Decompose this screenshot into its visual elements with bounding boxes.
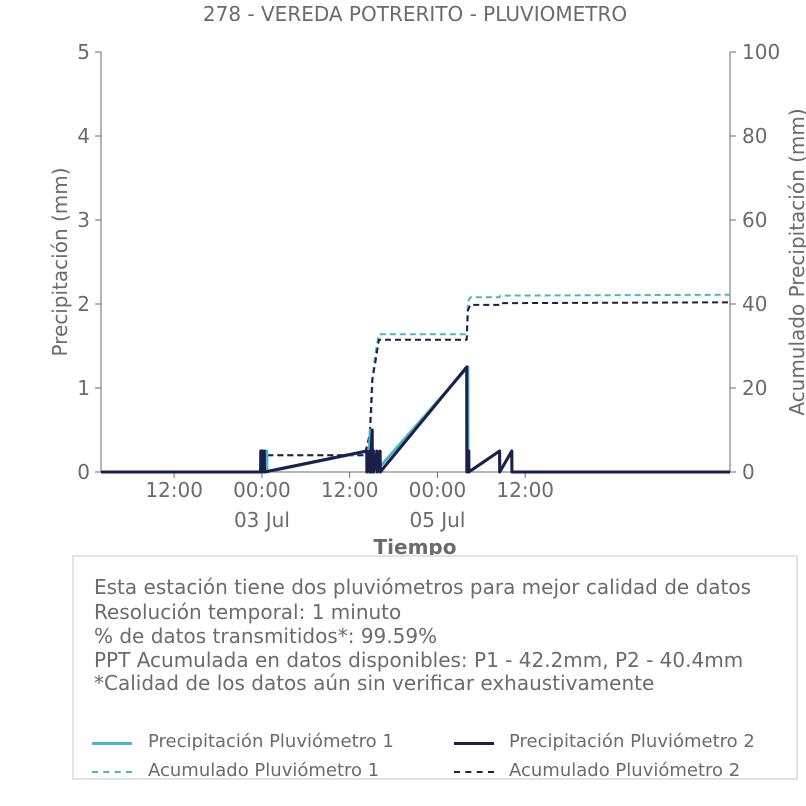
y-right-tick-label: 0 xyxy=(742,460,755,484)
legend-label-acc2[interactable]: Acumulado Pluviómetro 2 xyxy=(509,760,741,781)
info-line-quality: *Calidad de los datos aún sin verificar … xyxy=(94,671,655,695)
series-2-line xyxy=(101,365,730,474)
x-tick-label: 00:00 xyxy=(409,478,467,502)
x-tick-label: 00:00 xyxy=(233,478,291,502)
x-tick-date-label: 03 Jul xyxy=(234,508,290,532)
y-axis-right-label: Acumulado Precipitación (mm) xyxy=(785,108,806,415)
legend-swatch-acc1 xyxy=(92,771,132,773)
series-3-line xyxy=(101,293,731,473)
y-right-tick-label: 100 xyxy=(742,40,780,64)
info-line-transmitted: % de datos transmitidos*: 99.59% xyxy=(94,624,438,648)
y-right-tick-label: 80 xyxy=(742,124,767,148)
plot-area xyxy=(101,293,731,474)
y-axis-left-label: Precipitación (mm) xyxy=(48,167,72,356)
info-line-accumulated: PPT Acumulada en datos disponibles: P1 -… xyxy=(94,648,744,672)
x-tick-label: 12:00 xyxy=(145,478,203,502)
y-left-tick-label: 5 xyxy=(77,40,90,64)
y-left-tick-label: 2 xyxy=(77,292,90,316)
info-line-resolution: Resolución temporal: 1 minuto xyxy=(94,600,402,624)
legend-label-p2[interactable]: Precipitación Pluviómetro 2 xyxy=(509,731,755,752)
legend-label-acc1[interactable]: Acumulado Pluviómetro 1 xyxy=(148,760,380,781)
y-left-tick-label: 0 xyxy=(77,460,90,484)
legend-swatch-p2 xyxy=(454,742,494,745)
y-right-tick-label: 40 xyxy=(742,292,767,316)
chart-title: 278 - VEREDA POTRERITO - PLUVIOMETRO xyxy=(203,2,627,26)
info-legend-box: Esta estación tiene dos pluviómetros par… xyxy=(72,555,798,781)
legend-label-p1[interactable]: Precipitación Pluviómetro 1 xyxy=(148,731,394,752)
y-right-tick-label: 20 xyxy=(742,376,767,400)
y-left-tick-label: 1 xyxy=(77,376,90,400)
info-line-stations: Esta estación tiene dos pluviómetros par… xyxy=(94,575,752,599)
x-tick-label: 12:00 xyxy=(496,478,554,502)
y-left-tick-label: 4 xyxy=(77,124,90,148)
series-4-line xyxy=(101,301,731,473)
x-tick-label: 12:00 xyxy=(321,478,379,502)
chart-axes: 0 1 2 3 4 5 0 20 40 60 80 100 12:00 00:00 03 Jul 12:00 0… xyxy=(77,40,780,532)
rainfall-chart: 278 - VEREDA POTRERITO - PLUVIOMETRO 012… xyxy=(48,2,806,559)
legend-swatch-p1 xyxy=(92,742,132,745)
y-right-tick-label: 60 xyxy=(742,208,767,232)
series-1-line xyxy=(101,365,730,474)
legend-swatch-acc2 xyxy=(454,771,494,773)
y-left-tick-label: 3 xyxy=(77,208,90,232)
x-tick-date-label: 05 Jul xyxy=(409,508,465,532)
